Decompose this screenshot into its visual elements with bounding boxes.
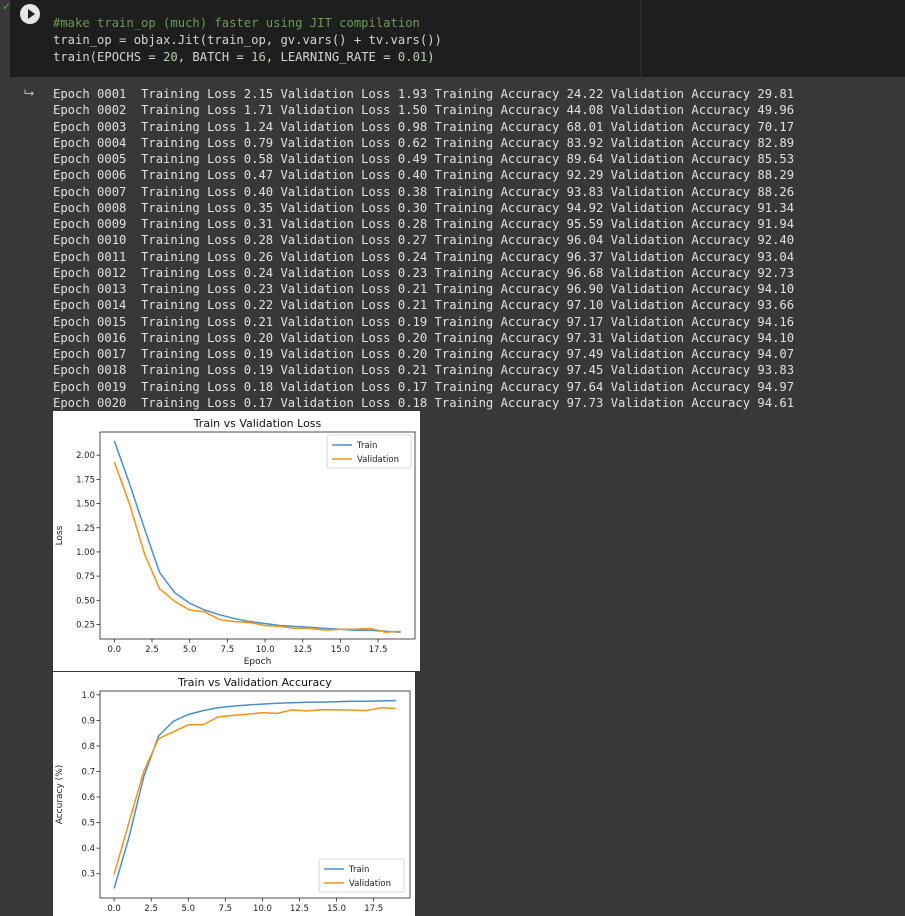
log-line: Epoch 0003 Training Loss 1.24 Validation… (53, 119, 795, 134)
cell-gutter (0, 0, 10, 77)
code-number-lr: 0.01 (397, 50, 428, 64)
log-line: Epoch 0015 Training Loss 0.21 Validation… (53, 314, 795, 329)
log-line: Epoch 0019 Training Loss 0.18 Validation… (53, 379, 795, 394)
loss-series-line-train (113, 440, 401, 633)
code-number-epochs: 20 (163, 50, 178, 64)
code-line-comment: #make train_op (much) faster using JIT c… (53, 16, 420, 30)
loss-legend-label-train: Train (356, 441, 377, 451)
loss-axes-frame (99, 431, 416, 640)
code-token: , BATCH = (177, 50, 252, 64)
log-line: Epoch 0011 Training Loss 0.26 Validation… (53, 249, 795, 264)
accuracy-y-tick-label: 0.6 (81, 793, 95, 803)
code-editor[interactable]: #make train_op (much) faster using JIT c… (53, 15, 442, 66)
loss-chart-svg: Train vs Validation Loss 0.0 2.5 5.0 7.5 10.0… (55, 417, 416, 667)
loss-x-tick-label: 15.0 (331, 645, 350, 655)
loss-chart: Train vs Validation Loss 0.0 2.5 5.0 7.5 10.0… (53, 411, 420, 671)
accuracy-y-axis-label: Accuracy (%) (55, 765, 65, 825)
loss-x-axis-label: Epoch (244, 657, 272, 667)
log-line: Epoch 0016 Training Loss 0.20 Validation… (53, 330, 795, 345)
log-line: Epoch 0008 Training Loss 0.35 Validation… (53, 200, 795, 215)
loss-x-tick-label: 2.5 (145, 645, 159, 655)
accuracy-y-tick-label: 0.4 (81, 844, 95, 854)
loss-x-tick-label: 5.0 (183, 645, 197, 655)
log-line: Epoch 0012 Training Loss 0.24 Validation… (53, 265, 795, 280)
accuracy-series-line-validation (113, 706, 396, 875)
check-icon: ✓ (2, 0, 12, 13)
accuracy-y-tick-label: 0.5 (81, 819, 95, 829)
code-cell[interactable] (10, 0, 905, 77)
accuracy-chart: Train vs Validation Accuracy 0.0 2.5 5.0 7.5… (53, 672, 415, 916)
log-line: Epoch 0020 Training Loss 0.17 Validation… (53, 395, 795, 410)
accuracy-x-tick-label: 7.5 (219, 904, 233, 914)
loss-y-tick-label: 1.75 (76, 475, 95, 485)
code-number-batch: 16 (251, 50, 266, 64)
accuracy-series-line-train (113, 699, 396, 889)
log-line: Epoch 0005 Training Loss 0.58 Validation… (53, 152, 795, 166)
code-token: , LEARNING_RATE = (265, 50, 398, 64)
accuracy-x-tick-label: 2.5 (144, 904, 158, 914)
accuracy-x-tick-label: 0.0 (107, 904, 121, 914)
loss-x-tick-label: 7.5 (221, 645, 235, 655)
loss-y-tick-label: 1.25 (76, 524, 95, 534)
cell-divider (640, 0, 641, 77)
accuracy-y-tick-label: 0.3 (81, 870, 95, 880)
loss-chart-title: Train vs Validation Loss (193, 417, 322, 430)
training-log: Epoch 0001 Training Loss 2.15 Validation… (53, 86, 794, 411)
accuracy-chart-svg: Train vs Validation Accuracy 0.0 2.5 5.0 7.5… (55, 676, 411, 914)
log-line: Epoch 0018 Training Loss 0.19 Validation… (53, 363, 795, 378)
loss-x-tick-label: 12.5 (293, 645, 312, 655)
accuracy-x-tick-label: 5.0 (181, 904, 195, 914)
log-line: Epoch 0013 Training Loss 0.23 Validation… (53, 282, 795, 296)
loss-legend-label-validation: Validation (357, 455, 399, 465)
accuracy-x-tick-label: 12.5 (290, 904, 309, 914)
accuracy-y-tick-label: 0.8 (81, 742, 95, 752)
log-line: Epoch 0009 Training Loss 0.31 Validation… (53, 217, 795, 231)
loss-series-line-validation (113, 461, 401, 633)
accuracy-axes-frame (99, 690, 411, 899)
loss-x-tick-label: 0.0 (108, 645, 122, 655)
loss-y-tick-label: 0.75 (76, 572, 95, 582)
accuracy-legend-label-validation: Validation (349, 879, 391, 889)
accuracy-chart-title: Train vs Validation Accuracy (177, 676, 332, 689)
log-line: Epoch 0017 Training Loss 0.19 Validation… (53, 347, 795, 361)
log-line: Epoch 0006 Training Loss 0.47 Validation… (53, 168, 795, 183)
loss-y-tick-label: 1.50 (76, 500, 95, 510)
code-line-train: train(EPOCHS = 20, BATCH = 16, LEARNING_… (53, 50, 435, 64)
log-line: Epoch 0004 Training Loss 0.79 Validation… (53, 135, 795, 150)
code-token: ) (427, 50, 435, 64)
log-line: Epoch 0001 Training Loss 2.15 Validation… (53, 87, 795, 101)
accuracy-y-tick-label: 1.0 (81, 691, 95, 701)
loss-x-tick-label: 17.5 (369, 645, 388, 655)
accuracy-x-tick-label: 10.0 (253, 904, 272, 914)
log-line: Epoch 0010 Training Loss 0.28 Validation… (53, 233, 795, 248)
accuracy-x-tick-label: 17.5 (364, 904, 383, 914)
output-arrow-icon[interactable]: ⮡ (24, 86, 35, 101)
loss-y-tick-label: 0.25 (76, 620, 95, 630)
loss-x-tick-label: 10.0 (256, 645, 275, 655)
accuracy-x-tick-label: 15.0 (327, 904, 346, 914)
log-line: Epoch 0002 Training Loss 1.71 Validation… (53, 103, 795, 118)
code-token: train(EPOCHS = (53, 50, 164, 64)
loss-y-tick-label: 0.50 (76, 596, 95, 606)
accuracy-legend-label-train: Train (348, 865, 369, 875)
code-line-jit: train_op = objax.Jit(train_op, gv.vars()… (53, 33, 442, 47)
run-cell-button[interactable] (20, 4, 40, 24)
loss-y-tick-label: 2.00 (76, 451, 95, 461)
log-line: Epoch 0007 Training Loss 0.40 Validation… (53, 184, 795, 199)
accuracy-y-tick-label: 0.7 (81, 768, 95, 778)
loss-y-tick-label: 1.00 (76, 548, 95, 558)
loss-y-axis-label: Loss (55, 525, 65, 545)
accuracy-y-tick-label: 0.9 (81, 716, 95, 726)
log-line: Epoch 0014 Training Loss 0.22 Validation… (53, 298, 795, 313)
